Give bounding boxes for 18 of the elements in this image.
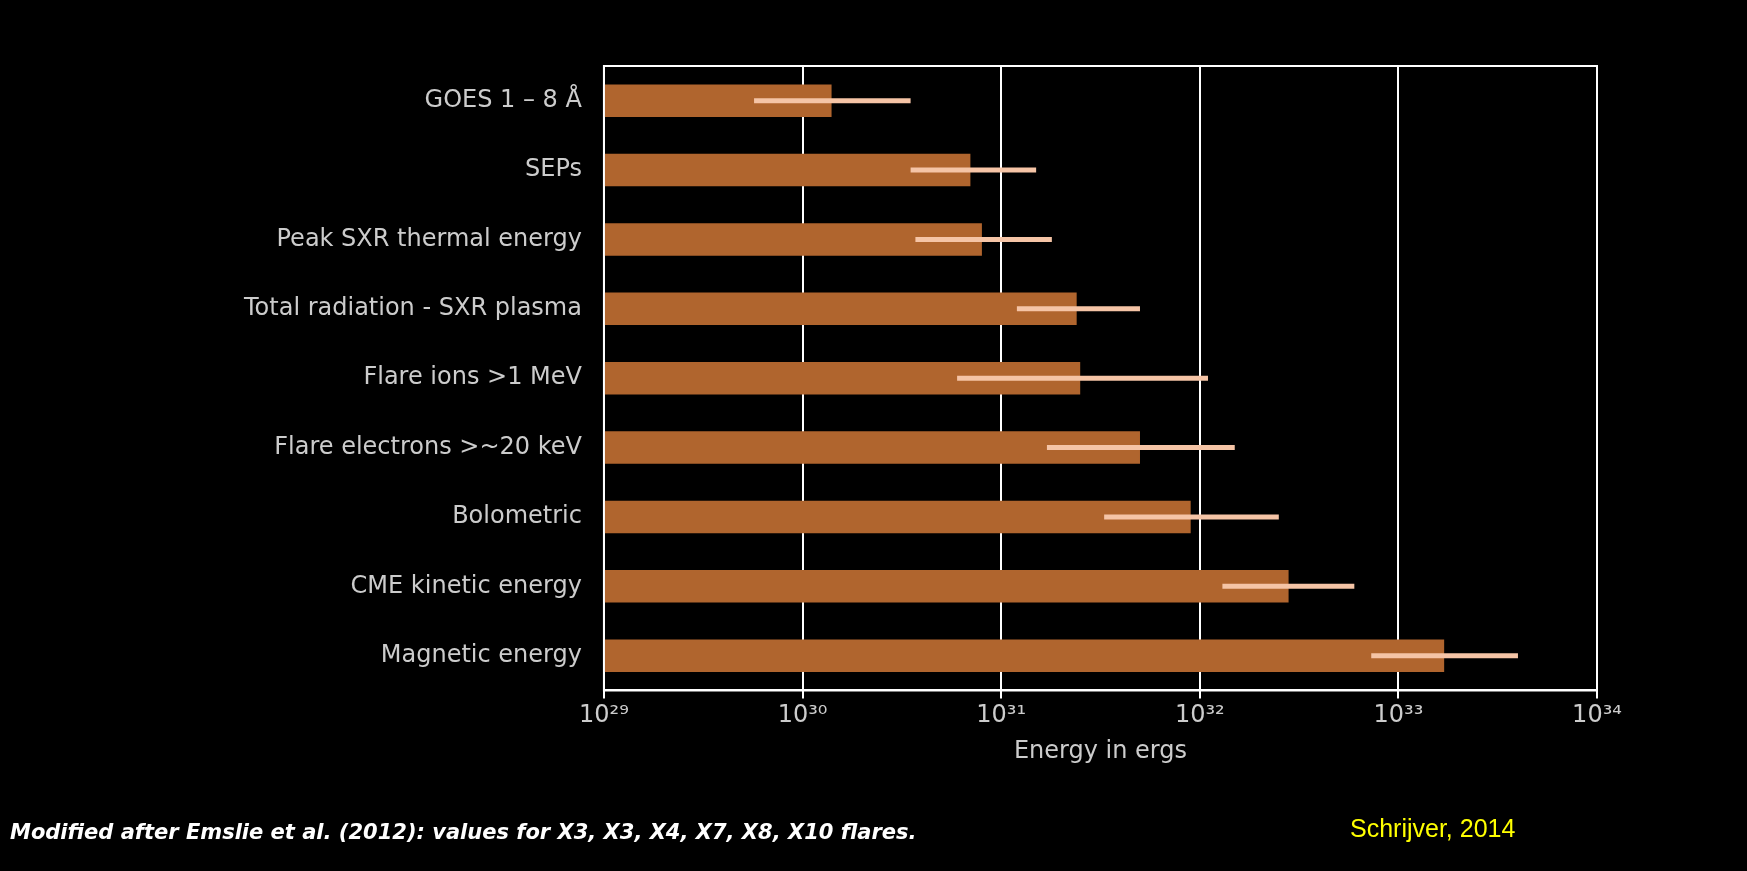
y-tick-label: Magnetic energy bbox=[380, 639, 582, 668]
x-tick-label: 10³³ bbox=[1373, 700, 1424, 729]
y-tick-label: Flare electrons >~20 keV bbox=[274, 431, 583, 460]
text: Modified after Emslie et al. (2012): values for X3, X3, X4, X7, X8, X10 flares. bbox=[10, 820, 917, 844]
y-tick-label: CME kinetic energy bbox=[350, 570, 582, 599]
y-tick-label: Total radiation - SXR plasma bbox=[243, 293, 582, 322]
y-tick-label: Flare ions >1 MeV bbox=[363, 362, 583, 391]
x-tick-label: 10³² bbox=[1174, 700, 1225, 729]
x-tick-label: 10³⁰ bbox=[777, 700, 828, 729]
y-tick-label: GOES 1 – 8 Å bbox=[424, 83, 583, 113]
y-tick-label: SEPs bbox=[524, 154, 582, 183]
y-tick-label: Peak SXR thermal energy bbox=[276, 223, 582, 252]
text: Schrijver, 2014 bbox=[1350, 814, 1516, 843]
y-tick-label: Bolometric bbox=[452, 501, 582, 530]
x-tick-label: 10³¹ bbox=[976, 700, 1027, 729]
x-tick-label: 10³⁴ bbox=[1572, 700, 1622, 729]
x-tick-label: 10²⁹ bbox=[579, 700, 629, 729]
x-axis-title: Energy in ergs bbox=[1013, 735, 1188, 764]
